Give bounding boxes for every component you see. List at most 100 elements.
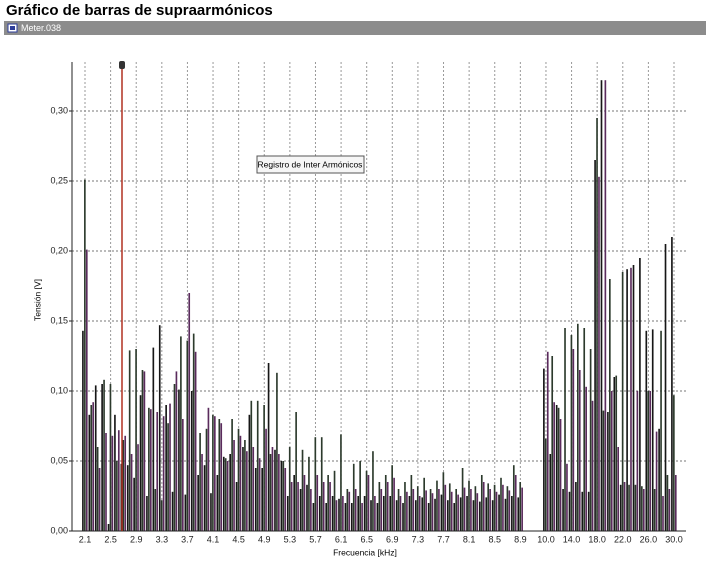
bar (519, 482, 522, 531)
bar (310, 489, 312, 531)
bar (609, 279, 611, 531)
bar (607, 412, 609, 531)
bar (641, 486, 643, 531)
bar (244, 440, 246, 531)
bar (186, 340, 189, 531)
x-axis-label: Frecuencia [kHz] (333, 547, 397, 557)
bar (630, 267, 632, 531)
bar (591, 400, 594, 531)
bar (126, 465, 129, 531)
x-tick-label: 8.5 (488, 534, 501, 544)
y-tick-label: 0,00 (50, 525, 68, 535)
bar (354, 489, 357, 531)
bar (487, 483, 490, 531)
bar (316, 475, 319, 531)
plot (72, 62, 686, 532)
x-tick-label: 5.3 (284, 534, 297, 544)
bar (239, 435, 242, 531)
bar (303, 475, 306, 531)
bar (173, 384, 176, 531)
bar (438, 489, 440, 531)
cursor-handle[interactable] (119, 61, 125, 69)
tab-icon-fill (10, 26, 15, 30)
bar (604, 80, 607, 531)
bar (425, 490, 427, 531)
bar (553, 402, 555, 531)
bar (306, 484, 308, 531)
bar (664, 244, 667, 531)
bar (290, 482, 293, 531)
bar (143, 371, 146, 531)
bar (472, 500, 475, 531)
x-tick-label: 5.7 (309, 534, 322, 544)
bar (636, 391, 639, 531)
bar (271, 447, 274, 531)
bar (615, 375, 618, 531)
bar (431, 493, 434, 531)
x-tick-label: 22.0 (614, 534, 632, 544)
bar (619, 484, 622, 531)
x-tick-label: 7.3 (412, 534, 425, 544)
bar (327, 475, 329, 531)
bar (359, 461, 361, 531)
bar (562, 489, 564, 531)
bar (320, 437, 323, 531)
bar (450, 491, 453, 531)
bar (442, 472, 445, 531)
bar (673, 395, 675, 531)
bar (85, 249, 88, 531)
y-axis-label: Tensión [V] (32, 279, 42, 321)
bar (357, 496, 360, 531)
bar (617, 447, 619, 531)
bar (338, 498, 340, 531)
bar (84, 179, 86, 531)
bar (109, 384, 112, 531)
bar (427, 503, 430, 531)
x-tick-label: 6.1 (335, 534, 348, 544)
bar (171, 491, 174, 531)
x-tick-label: 10.0 (537, 534, 555, 544)
bar (610, 391, 613, 531)
bar (139, 395, 142, 531)
bar (111, 435, 114, 531)
bar (423, 477, 425, 531)
bar (325, 503, 328, 531)
bar (175, 371, 178, 531)
x-tick-label: 3.3 (156, 534, 169, 544)
bar (322, 482, 325, 531)
bar (555, 405, 558, 531)
bar (647, 391, 650, 531)
y-tick-label: 0,10 (50, 385, 68, 395)
bar (455, 489, 458, 531)
bar (101, 384, 103, 531)
bar (248, 414, 251, 531)
bar (130, 454, 133, 531)
bar (284, 468, 287, 531)
bar (399, 496, 402, 531)
y-tick-label: 0,05 (50, 455, 68, 465)
bar (393, 477, 395, 531)
bar (512, 465, 515, 531)
bar (436, 480, 438, 531)
bar (660, 330, 662, 531)
tab-label[interactable]: Meter.038 (21, 23, 61, 33)
bar (470, 489, 472, 531)
x-tick-label: 4.9 (258, 534, 271, 544)
bar (167, 423, 169, 531)
bar (594, 160, 596, 531)
bar (668, 489, 671, 531)
bar (578, 370, 581, 531)
bar (246, 451, 248, 531)
bar (651, 329, 654, 531)
bar (406, 491, 408, 531)
bar (570, 335, 573, 531)
bar (429, 489, 432, 531)
x-tick-label: 3.7 (181, 534, 194, 544)
bar (274, 449, 276, 531)
bar (395, 500, 398, 531)
bar (263, 405, 265, 531)
bar (148, 407, 150, 531)
bar (453, 503, 456, 531)
bar (165, 405, 167, 531)
bar (197, 475, 199, 531)
